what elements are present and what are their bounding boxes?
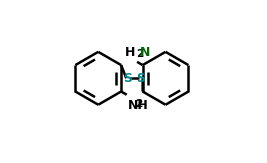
- Text: N: N: [139, 46, 150, 59]
- Text: S: S: [136, 72, 145, 85]
- Text: S: S: [123, 72, 132, 85]
- Text: 2: 2: [135, 99, 142, 109]
- Text: H: H: [125, 46, 135, 59]
- Text: NH: NH: [128, 99, 148, 112]
- Text: 2: 2: [136, 49, 144, 59]
